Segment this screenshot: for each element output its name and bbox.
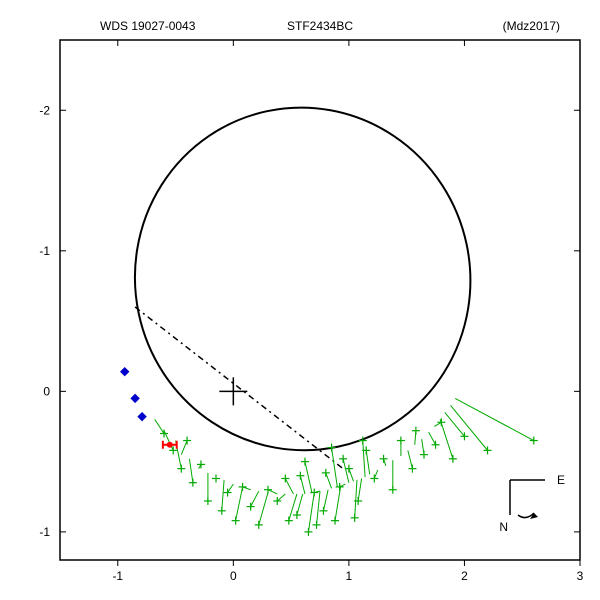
ytick-0: -2 bbox=[39, 103, 50, 117]
header-left: WDS 19027-0043 bbox=[100, 19, 196, 33]
header-center: STF2434BC bbox=[287, 19, 353, 33]
compass-e: E bbox=[557, 473, 565, 487]
xtick-3: 2 bbox=[461, 569, 468, 583]
orbit-plot: WDS 19027-0043 STF2434BC (Mdz2017) -1 0 1 2 3 -2… bbox=[0, 0, 600, 600]
header-right: (Mdz2017) bbox=[503, 19, 560, 33]
xtick-0: -1 bbox=[112, 569, 123, 583]
compass-n: N bbox=[499, 520, 508, 534]
xtick-2: 1 bbox=[346, 569, 353, 583]
ytick-2: 0 bbox=[43, 384, 50, 398]
xtick-4: 3 bbox=[577, 569, 584, 583]
ytick-3: -1 bbox=[39, 525, 50, 539]
xtick-1: 0 bbox=[230, 569, 237, 583]
ytick-1: -1 bbox=[39, 244, 50, 258]
